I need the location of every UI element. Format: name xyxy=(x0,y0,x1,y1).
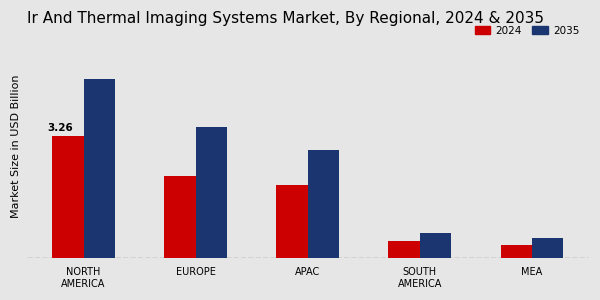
Bar xyxy=(277,185,308,258)
Bar xyxy=(420,233,451,258)
Y-axis label: Market Size in USD Billion: Market Size in USD Billion xyxy=(11,74,21,218)
Bar xyxy=(164,176,196,258)
Bar xyxy=(388,241,420,258)
Bar xyxy=(308,150,339,258)
Bar xyxy=(532,238,563,258)
Text: Ir And Thermal Imaging Systems Market, By Regional, 2024 & 2035: Ir And Thermal Imaging Systems Market, B… xyxy=(26,11,544,26)
Bar xyxy=(52,136,83,258)
Text: 3.26: 3.26 xyxy=(48,123,73,133)
Bar xyxy=(83,79,115,258)
Bar xyxy=(500,244,532,258)
Bar xyxy=(196,127,227,258)
Legend: 2024, 2035: 2024, 2035 xyxy=(470,22,584,40)
